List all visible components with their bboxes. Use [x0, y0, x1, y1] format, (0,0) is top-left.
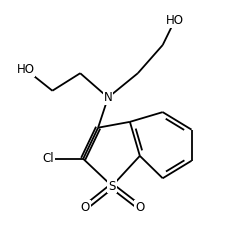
Text: O: O [80, 201, 89, 214]
Text: HO: HO [165, 14, 183, 27]
Text: Cl: Cl [42, 152, 54, 165]
Text: O: O [135, 201, 144, 214]
Text: HO: HO [17, 63, 35, 76]
Text: S: S [108, 180, 115, 192]
Text: N: N [103, 91, 112, 104]
